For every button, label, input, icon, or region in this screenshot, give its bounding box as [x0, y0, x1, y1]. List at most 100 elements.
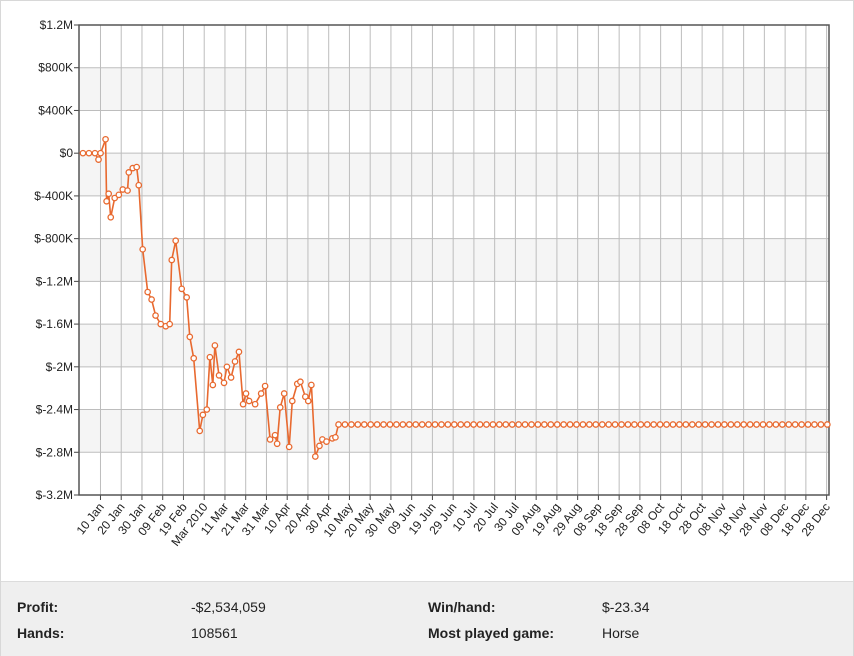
data-point [528, 421, 535, 428]
data-point [798, 421, 805, 428]
data-point [425, 421, 432, 428]
data-point [323, 438, 330, 445]
data-point [791, 421, 799, 428]
data-point [721, 421, 728, 428]
data-point [190, 354, 198, 362]
data-point [393, 421, 400, 428]
data-point [476, 421, 484, 428]
plot-band [79, 67, 829, 111]
data-point [495, 421, 503, 428]
data-point [463, 421, 471, 428]
data-point [354, 421, 362, 428]
plot-band [79, 25, 829, 68]
data-point [740, 421, 748, 428]
data-point [663, 421, 670, 428]
data-point [133, 163, 141, 171]
data-point [701, 421, 709, 428]
data-point [708, 421, 715, 428]
data-point [148, 296, 155, 303]
y-tick-label: $-3.2M [36, 488, 73, 502]
data-point [95, 156, 102, 163]
data-point [348, 421, 355, 428]
data-point [261, 382, 269, 390]
data-point [586, 421, 593, 428]
plot-frame [78, 24, 830, 496]
data-point [418, 421, 426, 428]
y-tick-label: $-2M [46, 360, 73, 374]
data-point [103, 197, 110, 205]
data-point [566, 421, 574, 428]
data-point [215, 372, 223, 379]
data-point [251, 400, 259, 408]
data-point [220, 379, 228, 387]
data-point [502, 421, 510, 428]
data-point [631, 421, 638, 428]
data-point [316, 442, 323, 450]
data-point [245, 397, 253, 405]
data-point [804, 421, 812, 428]
data-point [135, 181, 143, 189]
data-point [714, 421, 722, 428]
y-tick-label: $800K [38, 61, 73, 75]
data-point [547, 421, 555, 428]
data-point [431, 421, 439, 428]
data-point [367, 421, 375, 428]
data-point [172, 237, 180, 245]
data-point [276, 404, 284, 411]
data-point [553, 421, 561, 428]
data-point [785, 421, 793, 428]
data-point [273, 440, 281, 448]
data-point [573, 421, 580, 428]
data-point [111, 194, 119, 202]
data-point [196, 427, 204, 435]
win-per-hand-value: $-23.34 [602, 599, 650, 615]
data-point [470, 421, 477, 428]
data-point [643, 421, 651, 428]
plot-band [79, 110, 829, 154]
data-point [168, 256, 176, 264]
data-point [592, 421, 600, 428]
data-point [823, 421, 831, 428]
data-point [811, 421, 818, 428]
data-point [521, 421, 529, 428]
data-point [97, 149, 104, 157]
data-point [405, 421, 413, 428]
data-point [199, 411, 207, 419]
y-tick-label: $0 [60, 146, 74, 160]
data-point [483, 421, 490, 428]
plot-axes [74, 24, 830, 500]
data-point [227, 374, 235, 381]
win-per-hand-label: Win/hand: [428, 599, 496, 615]
data-point [656, 421, 664, 428]
data-point [297, 378, 304, 386]
hands-value: 108561 [191, 625, 238, 641]
data-point [450, 421, 458, 428]
data-point [759, 421, 767, 428]
data-point [489, 421, 497, 428]
data-point [624, 421, 632, 428]
data-point [766, 421, 773, 428]
data-point [534, 421, 542, 428]
data-point [508, 421, 516, 428]
data-point [560, 421, 567, 428]
data-point [753, 421, 760, 428]
plot-band [79, 238, 829, 282]
data-point [102, 135, 109, 143]
profit-value: -$2,534,059 [191, 599, 266, 615]
hands-label: Hands: [17, 625, 65, 641]
data-point [778, 421, 786, 428]
data-point [311, 453, 319, 460]
data-point [239, 400, 247, 408]
data-point [541, 421, 548, 428]
data-point [332, 433, 339, 441]
data-point [257, 390, 265, 397]
data-point [288, 397, 296, 405]
data-point [772, 421, 780, 428]
data-point [605, 421, 613, 428]
data-point [105, 190, 113, 198]
data-point [144, 288, 152, 296]
data-point [91, 149, 99, 157]
y-tick-label: $-2.8M [36, 445, 73, 459]
data-point [231, 358, 239, 365]
